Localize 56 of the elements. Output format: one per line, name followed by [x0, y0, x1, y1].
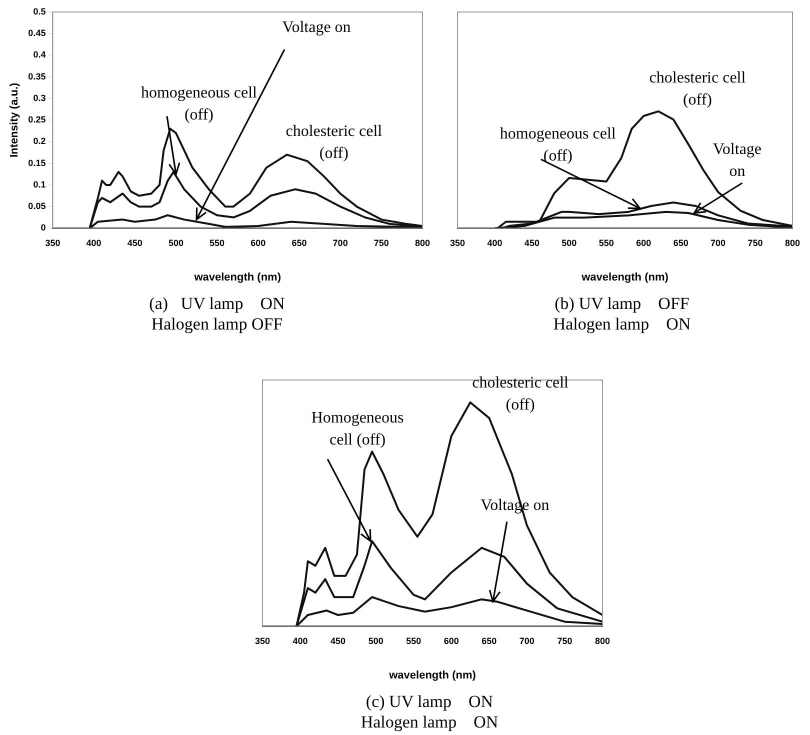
- x-tick-label: 750: [557, 636, 572, 646]
- y-tick-label: 0.2: [33, 136, 46, 146]
- annotation: homogeneous cell (off): [140, 84, 258, 124]
- x-tick-label: 600: [250, 238, 266, 248]
- x-tick-label: 800: [594, 636, 610, 646]
- y-tick-label: 0.45: [28, 28, 46, 38]
- annotation: Voltage on: [712, 141, 762, 180]
- x-tick-label: 500: [168, 238, 184, 248]
- annotation: cholesteric cell (off): [649, 70, 746, 109]
- x-axis-title: wavelength (nm): [388, 670, 476, 682]
- x-tick-label: 450: [330, 636, 346, 646]
- y-tick-label: 0.4: [33, 50, 46, 60]
- x-tick-label: 800: [784, 238, 800, 248]
- x-tick-label: 700: [519, 636, 534, 646]
- x-tick-label: 650: [292, 238, 307, 248]
- x-tick-label: 750: [374, 238, 389, 248]
- y-tick-label: 0.25: [28, 114, 46, 125]
- x-tick-label: 550: [598, 238, 614, 248]
- x-tick-label: 400: [487, 238, 502, 248]
- x-tick-label: 500: [368, 636, 384, 646]
- x-tick-label: 700: [710, 238, 726, 248]
- annotation: Voltage on: [282, 18, 351, 36]
- x-tick-label: 450: [524, 238, 540, 248]
- y-tick-label: 0.1: [33, 179, 46, 190]
- x-tick-label: 650: [673, 238, 688, 248]
- x-tick-label: 400: [86, 238, 102, 248]
- annotation: cholesteric cell (off): [286, 122, 383, 162]
- y-tick-label: 0.35: [28, 71, 46, 82]
- y-tick-label: 0.5: [33, 6, 46, 16]
- x-tick-label: 750: [748, 238, 763, 248]
- x-tick-label: 600: [444, 636, 459, 646]
- x-tick-label: 400: [292, 636, 308, 646]
- y-tick-label: 0.3: [33, 92, 46, 103]
- text: (b) UV lamp OFF Halogen lamp ON: [553, 294, 691, 334]
- x-tick-label: 550: [406, 636, 422, 646]
- annotation: cholesteric cell (off): [472, 374, 570, 414]
- x-tick-label: 350: [45, 238, 60, 248]
- y-tick-label: 0.05: [28, 201, 46, 212]
- x-tick-label: 700: [332, 238, 348, 248]
- x-tick-label: 450: [127, 238, 142, 248]
- x-tick-label: 600: [636, 238, 652, 248]
- y-axis-title: Intensity (a.u.): [8, 82, 21, 158]
- x-tick-label: 350: [450, 238, 466, 248]
- x-tick-label: 500: [562, 238, 577, 248]
- annotation: Homogeneous cell (off): [311, 409, 404, 448]
- y-tick-label: 0.15: [28, 158, 46, 168]
- text: (c) UV lamp ON Halogen lamp ON: [360, 692, 498, 732]
- x-tick-label: 550: [210, 238, 225, 248]
- y-tick-label: 0: [40, 222, 46, 233]
- x-axis-title: wavelength (nm): [580, 272, 669, 284]
- x-tick-label: 650: [482, 636, 497, 646]
- x-axis-title: wavelength (nm): [193, 272, 282, 284]
- x-tick-label: 800: [414, 238, 430, 248]
- text: (a) UV lamp ON Halogen lamp OFF: [149, 294, 285, 334]
- annotation: homogeneous cell (off): [500, 126, 616, 165]
- x-tick-label: 350: [254, 636, 270, 646]
